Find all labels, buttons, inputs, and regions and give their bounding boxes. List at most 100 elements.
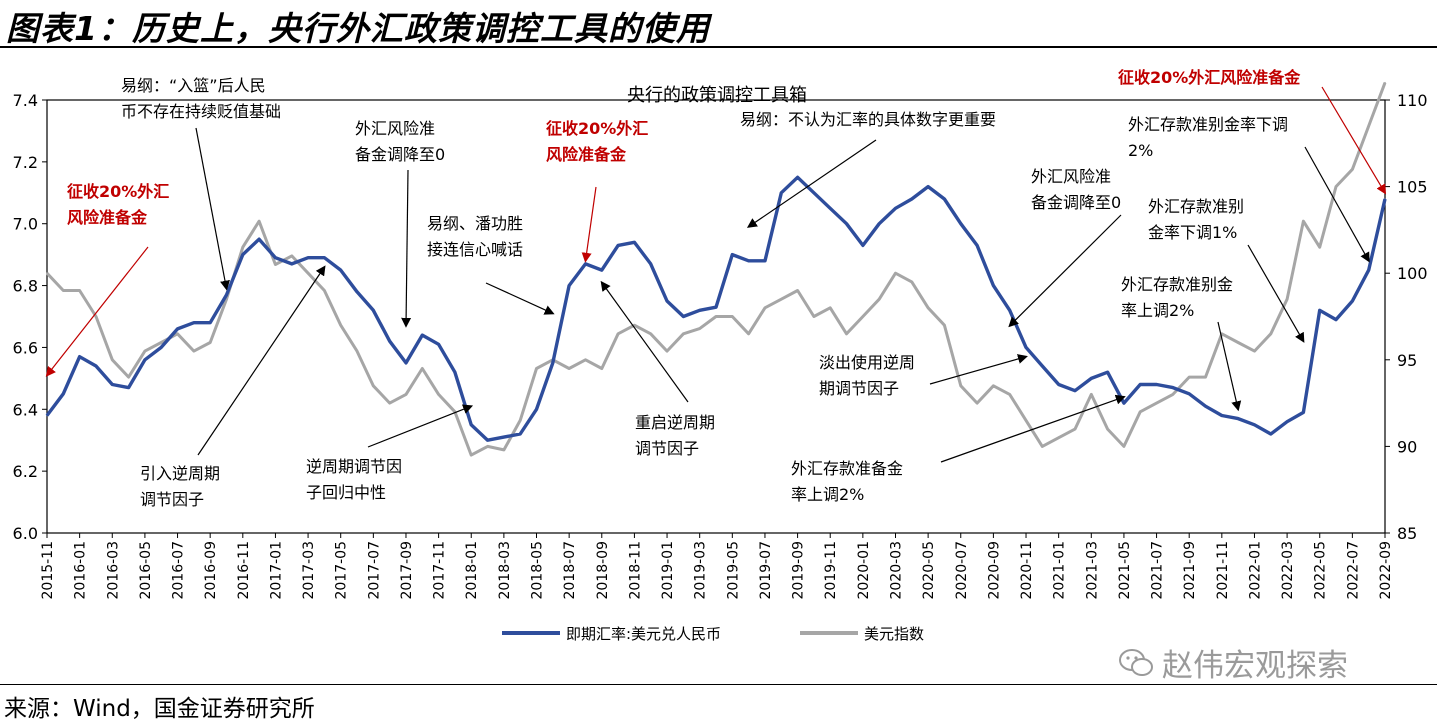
series-point — [323, 289, 326, 292]
annotation-label: 率上调2% — [791, 485, 864, 504]
series-point — [894, 207, 897, 210]
y-left-tick-label: 7.4 — [13, 91, 38, 110]
x-tick-label: 2020-07 — [954, 541, 970, 600]
x-tick-label: 2022-09 — [1378, 541, 1394, 600]
series-point — [470, 454, 473, 456]
series-point — [274, 256, 277, 259]
x-tick-label: 2017-07 — [366, 541, 382, 600]
series-point — [845, 333, 848, 335]
annotation-label: 逆周期调节因 — [306, 457, 402, 476]
annotation-label: 期调节因子 — [819, 379, 899, 398]
annotation-label: 淡出使用逆周 — [819, 353, 915, 372]
x-tick-label: 2017-05 — [334, 541, 350, 600]
y-left-tick-label: 6.4 — [13, 400, 38, 419]
annotation-label: 风险准备金 — [546, 145, 627, 164]
series-point — [1237, 341, 1239, 344]
series-point — [1253, 424, 1256, 426]
source-note: 来源：Wind，国金证券研究所 — [4, 696, 315, 722]
annotation-label: 外汇存款准别金率下调 — [1128, 115, 1288, 134]
series-point — [111, 359, 114, 361]
series-point — [372, 309, 375, 312]
series-point — [617, 244, 619, 247]
series-point — [1221, 414, 1223, 417]
series-line-dxy — [45, 82, 1387, 457]
x-tick-label: 2020-01 — [856, 541, 872, 600]
annotation-label: 率上调2% — [1121, 301, 1194, 320]
series-point — [62, 393, 65, 395]
title-divider — [0, 46, 1437, 48]
series-point — [1318, 309, 1321, 312]
annotation-label: 外汇存款准别金 — [1121, 275, 1233, 294]
series-point — [46, 272, 48, 275]
series-point — [813, 192, 815, 194]
annotation-arrow — [367, 404, 474, 448]
series-point — [829, 307, 831, 309]
series-point — [405, 362, 407, 364]
series-point — [193, 350, 195, 352]
y-right-tick-label: 90 — [1397, 437, 1417, 456]
series-point — [1172, 393, 1174, 396]
annotation-label: 风险准备金 — [67, 208, 148, 227]
series-point — [927, 307, 929, 309]
x-tick-label: 2017-01 — [268, 541, 284, 600]
series-point — [715, 315, 717, 318]
series-point — [454, 371, 456, 374]
series-point — [356, 350, 358, 352]
x-tick-label: 2018-07 — [562, 541, 578, 600]
series-point — [209, 341, 211, 344]
x-tick-label: 2019-07 — [758, 541, 774, 600]
watermark-text: 赵伟宏观探索 — [1162, 648, 1348, 684]
x-tick-label: 2022-07 — [1345, 541, 1361, 600]
series-point — [209, 321, 211, 324]
series-point — [1139, 383, 1141, 386]
x-tick-label: 2016-01 — [73, 541, 89, 600]
annotation-arrow — [195, 127, 230, 291]
x-tick-label: 2019-03 — [693, 541, 709, 600]
series-point — [813, 315, 815, 318]
annotation-arrow — [746, 139, 877, 228]
series-point — [307, 272, 309, 275]
series-point — [747, 333, 750, 335]
series-point — [242, 246, 244, 248]
series-point — [503, 436, 505, 438]
x-tick-label: 2020-11 — [1019, 541, 1035, 600]
series-point — [405, 393, 407, 396]
series-point — [1090, 377, 1093, 380]
series-point — [1270, 333, 1272, 335]
x-tick-label: 2016-05 — [138, 541, 154, 600]
series-point — [1123, 445, 1125, 448]
series-point — [160, 346, 162, 349]
series-point — [943, 198, 946, 200]
series-point — [144, 350, 146, 352]
annotation-label: 引入逆周期 — [140, 464, 220, 483]
footer-divider — [0, 684, 1437, 685]
series-point — [1123, 402, 1125, 404]
annotation-label: 调节因子 — [140, 490, 204, 509]
y-left-tick-label: 6.0 — [13, 524, 38, 543]
series-point — [698, 327, 701, 330]
annotation-arrow — [1008, 214, 1122, 328]
series-point — [976, 402, 978, 404]
series-point — [1384, 198, 1386, 200]
series-point — [176, 333, 179, 335]
series-point — [976, 244, 978, 247]
series-point — [682, 333, 685, 335]
series-point — [78, 355, 81, 358]
plot-frame — [46, 99, 1386, 534]
series-point — [519, 419, 521, 422]
x-tick-label: 2020-05 — [921, 541, 937, 600]
y-right-tick-label: 105 — [1397, 178, 1428, 197]
series-point — [927, 185, 929, 188]
annotation-label: 征收20%外汇 — [546, 119, 648, 138]
series-point — [1041, 365, 1044, 367]
series-point — [894, 272, 897, 275]
series-point — [764, 307, 766, 309]
x-tick-label: 2021-11 — [1215, 541, 1231, 600]
series-point — [731, 315, 734, 318]
series-point — [339, 324, 342, 327]
series-point — [992, 385, 995, 387]
series-point — [437, 343, 440, 346]
series-point — [1302, 411, 1305, 414]
x-tick-label: 2019-01 — [660, 541, 676, 600]
legend-label-usdcny: 即期汇率:美元兑人民币 — [566, 625, 721, 643]
